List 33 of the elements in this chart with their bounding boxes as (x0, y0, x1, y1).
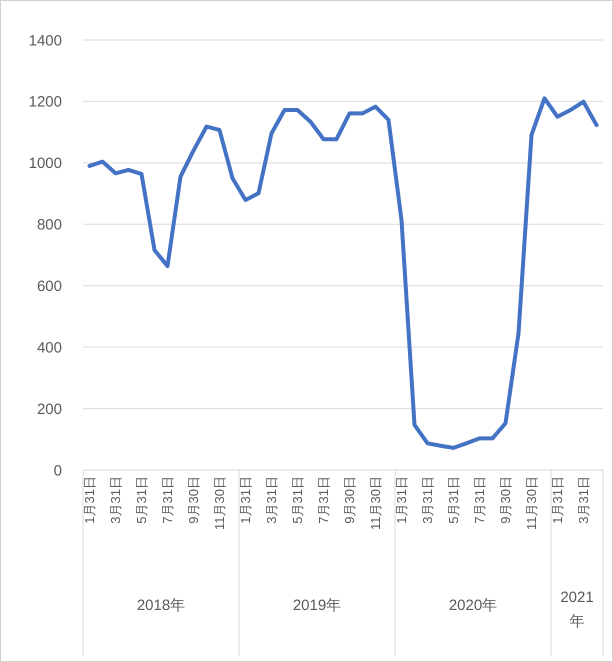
y-tick-label: 400 (36, 339, 62, 356)
x-tick-label: 1月31日 (394, 476, 410, 524)
line-series (88, 96, 598, 450)
x-tick-label: 9月30日 (342, 476, 358, 524)
x-tick-label: 5月31日 (290, 476, 306, 524)
x-tick-label: 1月31日 (550, 476, 566, 524)
x-tick-label: 3月31日 (576, 476, 592, 524)
x-tick-label: 11月30日 (368, 476, 384, 530)
x-tick-label: 11月30日 (212, 476, 228, 530)
x-tick-label: 3月31日 (420, 476, 436, 524)
x-tick-label: 5月31日 (446, 476, 462, 524)
text: 2020年 (448, 597, 498, 614)
x-tick-label: 5月31日 (134, 476, 150, 524)
text: 2021年 (560, 589, 594, 630)
x-tick-label: 7月31日 (472, 476, 488, 524)
y-tick-label: 1200 (28, 94, 62, 111)
x-tick-label: 3月31日 (264, 476, 280, 524)
x-tick-label: 9月30日 (186, 476, 202, 524)
x-tick-label: 1月31日 (238, 476, 254, 524)
y-tick-label: 600 (36, 278, 62, 295)
y-tick-label: 1000 (28, 155, 62, 172)
y-tick-label: 0 (54, 462, 62, 480)
y-tick-label: 200 (36, 400, 62, 418)
y-tick-label: 800 (36, 216, 62, 234)
y-tick-label: 1400 (28, 32, 62, 50)
text: 2018年 (136, 597, 186, 614)
x-tick-label: 9月30日 (498, 476, 514, 524)
x-tick-label: 11月30日 (524, 476, 540, 530)
text: 2019年 (292, 597, 342, 614)
x-tick-label: 7月31日 (160, 476, 176, 524)
x-tick-label: 3月31日 (108, 476, 124, 524)
x-tick-label: 7月31日 (316, 476, 332, 524)
x-tick-label: 1月31日 (82, 476, 98, 524)
